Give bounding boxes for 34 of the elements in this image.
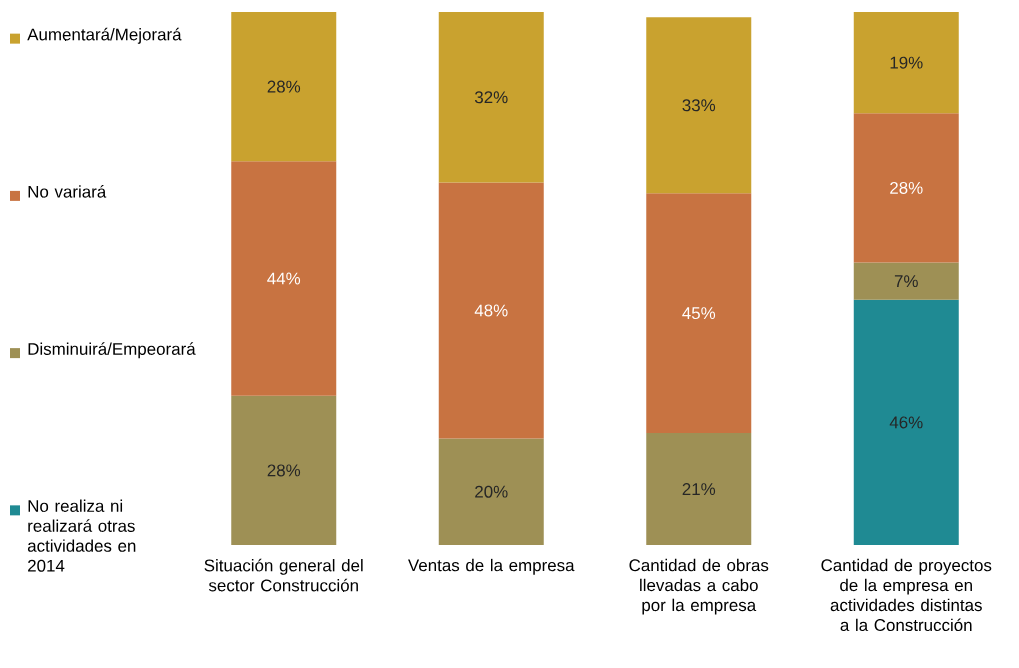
data-label: 28% bbox=[267, 464, 301, 477]
bar bbox=[231, 395, 337, 545]
bar bbox=[853, 262, 959, 300]
data-label: 7% bbox=[894, 275, 918, 288]
data-label: 46% bbox=[889, 416, 923, 429]
bar bbox=[231, 11, 337, 162]
data-label: 44% bbox=[267, 272, 301, 285]
bar bbox=[231, 161, 337, 396]
data-label: 20% bbox=[475, 485, 508, 498]
x-tick-label: Ventas de la empresa bbox=[408, 558, 575, 575]
data-label: 45% bbox=[682, 307, 716, 320]
bar bbox=[853, 113, 959, 263]
data-label: 28% bbox=[267, 80, 301, 93]
data-label: 32% bbox=[474, 91, 508, 104]
x-tick-label: Situación general del sector Construcción bbox=[204, 558, 363, 592]
legend-label: No variará bbox=[28, 185, 107, 198]
bar bbox=[646, 17, 752, 194]
bar bbox=[646, 433, 752, 545]
data-label: 21% bbox=[682, 483, 716, 495]
x-tick-label: Cantidad de obras llevadas a cabo por la empresa bbox=[629, 558, 769, 615]
bar bbox=[438, 182, 544, 439]
bar bbox=[438, 438, 544, 545]
data-label: 28% bbox=[890, 181, 923, 194]
bar bbox=[853, 299, 959, 545]
bar bbox=[438, 11, 544, 183]
bar bbox=[646, 193, 752, 434]
bar bbox=[853, 11, 959, 114]
legend-label: Disminuirá/Empeorará bbox=[28, 342, 196, 359]
x-tick-label: Cantidad de proyectos de la empresa en actividades distintas a la Construcción bbox=[821, 558, 992, 632]
legend-label: Aumentará/Mejorará bbox=[27, 27, 182, 44]
legend-label: No realiza ni realizará otras actividades en 2014 bbox=[27, 499, 136, 572]
data-label: 48% bbox=[474, 304, 508, 317]
data-label: 19% bbox=[890, 56, 923, 69]
data-label: 33% bbox=[682, 99, 716, 112]
